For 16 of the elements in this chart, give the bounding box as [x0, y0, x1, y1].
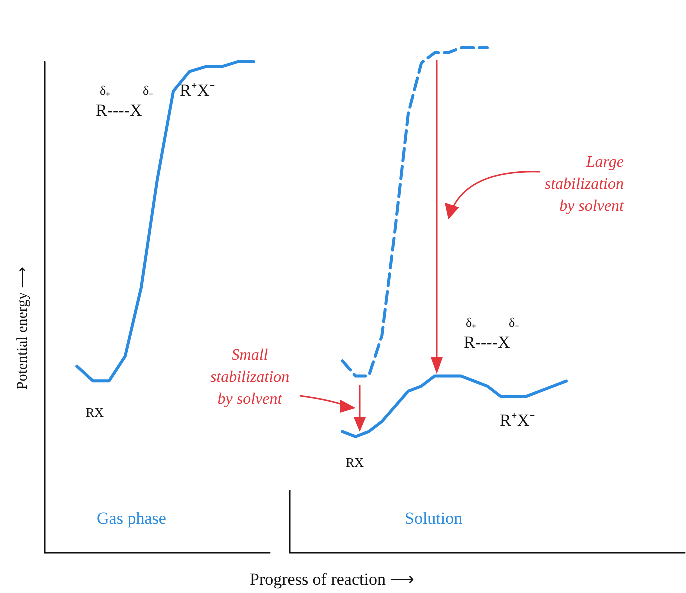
text: Gas phase: [97, 508, 166, 530]
x-axis-title: Progress of reaction ⟶: [250, 569, 414, 591]
annotation: R⁺X⁻: [180, 80, 216, 102]
annotation: R⁺X⁻: [500, 410, 536, 432]
y-axis-title: Potential energy ⟶: [14, 266, 32, 390]
text: Solution: [405, 508, 463, 530]
annotation: R----X: [464, 332, 510, 354]
annotation: RX: [86, 404, 104, 422]
annotation: Small stabilization by solvent: [209, 346, 291, 410]
annotation: Large stabilization by solvent: [544, 153, 624, 217]
annotation: δ₋: [143, 82, 154, 100]
annotation: δ₊: [466, 314, 476, 332]
annotation: δ₋: [509, 314, 520, 332]
annotation: R----X: [96, 100, 142, 122]
annotation: RX: [346, 454, 364, 472]
annotation: δ₊: [100, 82, 110, 100]
